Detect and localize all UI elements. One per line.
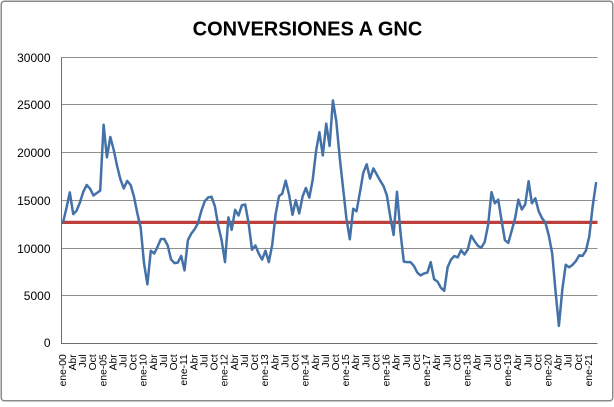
svg-text:5000: 5000 bbox=[24, 289, 51, 303]
svg-text:Oct: Oct bbox=[493, 354, 504, 370]
svg-text:ene-13: ene-13 bbox=[260, 354, 271, 386]
svg-text:ene-00: ene-00 bbox=[58, 354, 69, 386]
svg-text:Jul: Jul bbox=[240, 354, 251, 367]
svg-text:ene-21: ene-21 bbox=[584, 354, 595, 386]
svg-text:Oct: Oct bbox=[129, 354, 140, 370]
svg-text:10000: 10000 bbox=[17, 242, 51, 256]
svg-text:ene-05: ene-05 bbox=[98, 354, 109, 386]
svg-text:Abr: Abr bbox=[351, 354, 362, 371]
svg-text:Abr: Abr bbox=[311, 354, 322, 371]
svg-text:Abr: Abr bbox=[392, 354, 403, 371]
svg-text:Oct: Oct bbox=[533, 354, 544, 370]
svg-text:Oct: Oct bbox=[372, 354, 383, 370]
svg-text:Jul: Jul bbox=[361, 354, 372, 367]
svg-text:Jul: Jul bbox=[402, 354, 413, 367]
svg-text:ene-19: ene-19 bbox=[503, 354, 514, 386]
svg-text:Jul: Jul bbox=[280, 354, 291, 367]
svg-text:ene-14: ene-14 bbox=[301, 354, 312, 386]
svg-text:Abr: Abr bbox=[230, 354, 241, 371]
svg-text:Abr: Abr bbox=[554, 354, 565, 371]
svg-text:20000: 20000 bbox=[17, 146, 51, 160]
svg-text:ene-20: ene-20 bbox=[544, 354, 555, 386]
svg-text:Jul: Jul bbox=[119, 354, 130, 367]
svg-text:Oct: Oct bbox=[210, 354, 221, 370]
svg-text:ene-12: ene-12 bbox=[220, 354, 231, 386]
svg-text:Jul: Jul bbox=[523, 354, 534, 367]
svg-text:Abr: Abr bbox=[473, 354, 484, 371]
svg-text:ene-10: ene-10 bbox=[139, 354, 150, 386]
svg-text:ene-15: ene-15 bbox=[341, 354, 352, 386]
svg-text:Oct: Oct bbox=[452, 354, 463, 370]
svg-text:Abr: Abr bbox=[270, 354, 281, 371]
svg-text:Jul: Jul bbox=[78, 354, 89, 367]
svg-text:ene-18: ene-18 bbox=[463, 354, 474, 386]
svg-text:Oct: Oct bbox=[291, 354, 302, 370]
svg-text:ene-17: ene-17 bbox=[422, 354, 433, 386]
svg-text:Oct: Oct bbox=[250, 354, 261, 370]
svg-text:30000: 30000 bbox=[17, 51, 51, 65]
svg-text:Abr: Abr bbox=[108, 354, 119, 371]
svg-text:Jul: Jul bbox=[159, 354, 170, 367]
svg-text:Oct: Oct bbox=[574, 354, 585, 370]
svg-text:ene-16: ene-16 bbox=[382, 354, 393, 386]
svg-text:Abr: Abr bbox=[68, 354, 79, 371]
svg-text:Jul: Jul bbox=[321, 354, 332, 367]
svg-text:Abr: Abr bbox=[513, 354, 524, 371]
svg-text:Jul: Jul bbox=[200, 354, 211, 367]
svg-text:Jul: Jul bbox=[442, 354, 453, 367]
svg-text:CONVERSIONES A GNC: CONVERSIONES A GNC bbox=[193, 19, 423, 41]
svg-text:Jul: Jul bbox=[483, 354, 494, 367]
svg-text:Oct: Oct bbox=[88, 354, 99, 370]
svg-text:Oct: Oct bbox=[412, 354, 423, 370]
svg-text:Jul: Jul bbox=[564, 354, 575, 367]
svg-text:Abr: Abr bbox=[149, 354, 160, 371]
svg-text:Abr: Abr bbox=[189, 354, 200, 371]
svg-text:Oct: Oct bbox=[169, 354, 180, 370]
svg-text:0: 0 bbox=[44, 336, 51, 350]
svg-text:Abr: Abr bbox=[432, 354, 443, 371]
svg-text:15000: 15000 bbox=[17, 194, 51, 208]
svg-text:25000: 25000 bbox=[17, 98, 51, 112]
svg-text:Oct: Oct bbox=[331, 354, 342, 370]
svg-text:ene-11: ene-11 bbox=[179, 354, 190, 386]
